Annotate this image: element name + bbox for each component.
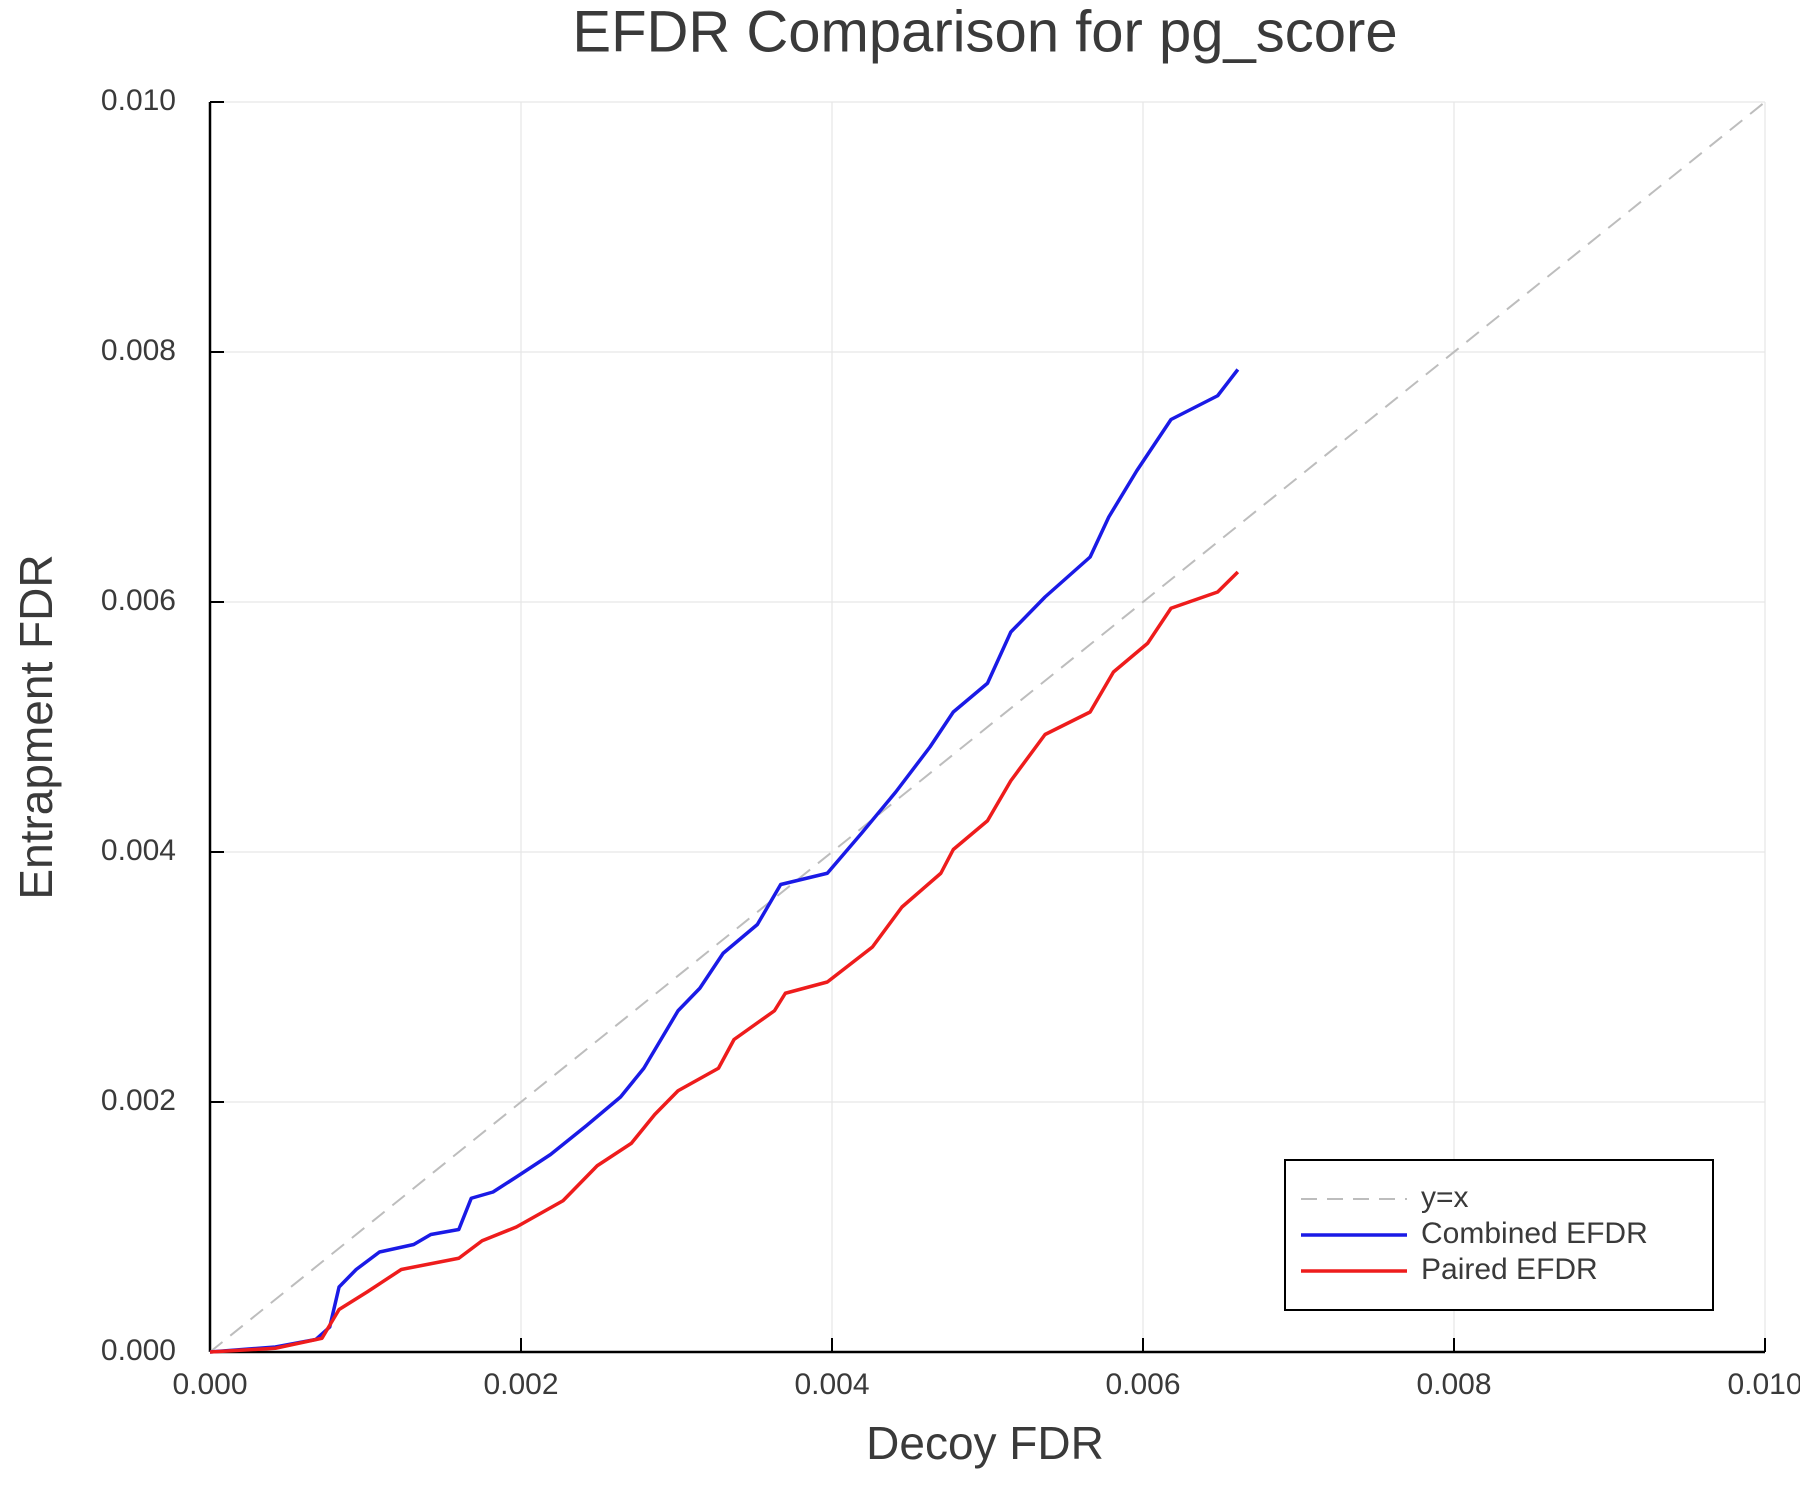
legend-label: Combined EFDR [1421, 1217, 1648, 1250]
y-tick-label: 0.002 [101, 1084, 176, 1117]
y-tick-label: 0.010 [101, 84, 176, 117]
legend-label: Paired EFDR [1421, 1253, 1598, 1286]
series-line [209, 368, 1240, 1354]
y-tick-label: 0.000 [101, 1334, 176, 1367]
x-tick-label: 0.008 [1416, 1368, 1491, 1401]
y-tick-label: 0.006 [101, 584, 176, 617]
chart-title: EFDR Comparison for pg_score [572, 0, 1397, 64]
legend-label: y=x [1421, 1181, 1469, 1214]
x-tick-label: 0.004 [794, 1368, 869, 1401]
y-tick-label: 0.008 [101, 334, 176, 367]
series-line [209, 101, 1766, 1353]
x-tick-label: 0.002 [483, 1368, 558, 1401]
x-tick-label: 0.000 [172, 1368, 247, 1401]
x-tick-label: 0.010 [1727, 1368, 1800, 1401]
series-line [209, 570, 1240, 1354]
y-tick-label: 0.004 [101, 834, 176, 867]
x-tick-label: 0.006 [1105, 1368, 1180, 1401]
x-axis-label: Decoy FDR [866, 1417, 1104, 1469]
y-axis-label: Entrapment FDR [10, 554, 62, 899]
